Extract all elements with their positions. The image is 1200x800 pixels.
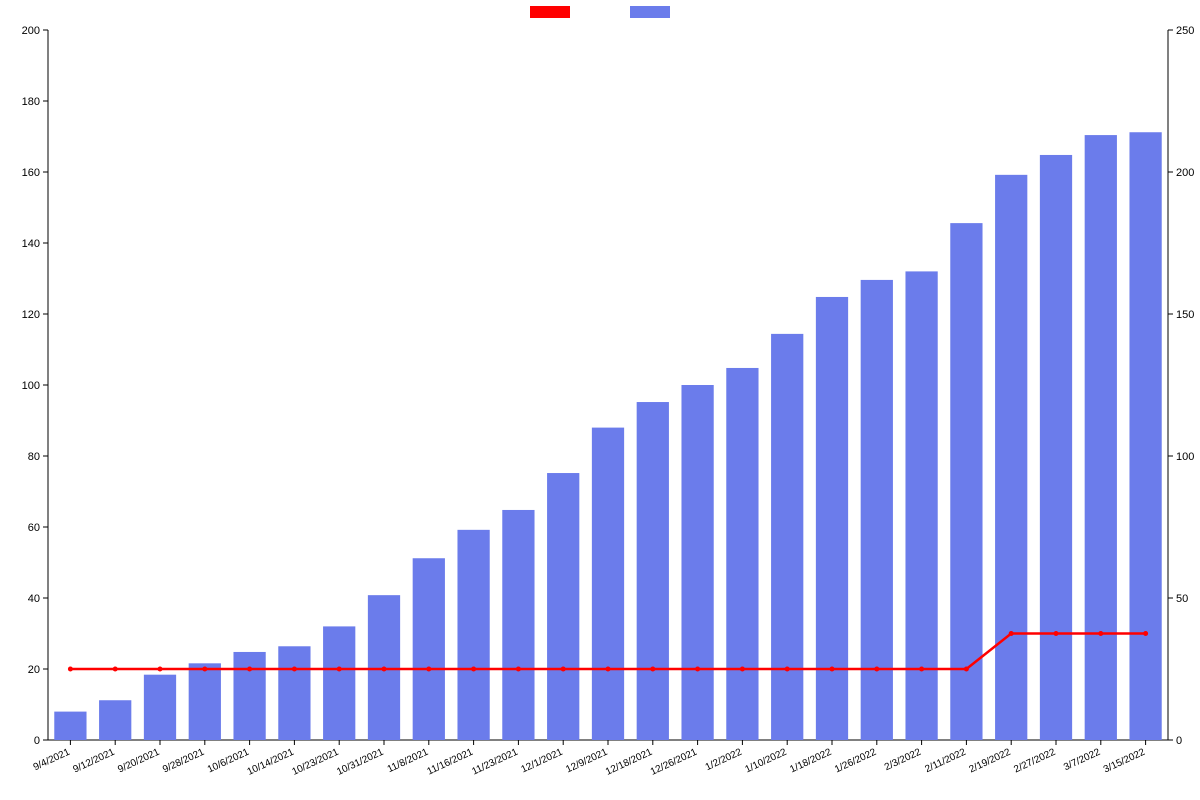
bar	[144, 675, 176, 740]
combo-chart: 0 20 40 60 80 100 120 140 160 180 200 0 50 100 150 200 2…	[0, 0, 1200, 800]
y-left-tick-label: 140	[22, 238, 40, 250]
chart-container: 0 20 40 60 80 100 120 140 160 180 200 0 50 100 150 200 2…	[0, 0, 1200, 800]
line-marker	[964, 667, 969, 672]
line-marker	[1009, 631, 1014, 636]
bar	[323, 626, 355, 740]
y-left-tick-label: 180	[22, 96, 40, 108]
line-marker	[337, 667, 342, 672]
y-left-tick-label: 100	[22, 380, 40, 392]
y-left-tick-label: 60	[28, 522, 40, 534]
bar	[592, 428, 624, 740]
line-marker	[113, 667, 118, 672]
line-marker	[471, 667, 476, 672]
line-marker	[158, 667, 163, 672]
bar	[1085, 135, 1117, 740]
bar	[681, 385, 713, 740]
line-marker	[919, 667, 924, 672]
bar	[771, 334, 803, 740]
bar	[547, 473, 579, 740]
y-left-tick-label: 40	[28, 593, 40, 605]
line-marker	[382, 667, 387, 672]
y-right-tick-label: 100	[1176, 451, 1194, 463]
bar	[278, 646, 310, 740]
line-marker	[1054, 631, 1059, 636]
bar	[457, 530, 489, 740]
y-right-tick-label: 150	[1176, 309, 1194, 321]
y-left-tick-label: 200	[22, 25, 40, 37]
line-marker	[606, 667, 611, 672]
line-marker	[785, 667, 790, 672]
line-marker	[68, 667, 73, 672]
line-marker	[650, 667, 655, 672]
y-left-tick-label: 120	[22, 309, 40, 321]
y-left-tick-label: 160	[22, 167, 40, 179]
line-marker	[561, 667, 566, 672]
line-marker	[1143, 631, 1148, 636]
line-marker	[292, 667, 297, 672]
bar	[502, 510, 534, 740]
bar	[233, 652, 265, 740]
y-left-tick-label: 80	[28, 451, 40, 463]
y-right-tick-label: 200	[1176, 167, 1194, 179]
bar	[99, 700, 131, 740]
line-marker	[695, 667, 700, 672]
line-marker	[247, 667, 252, 672]
line-marker	[1098, 631, 1103, 636]
line-marker	[516, 667, 521, 672]
bar	[189, 663, 221, 740]
bar	[995, 175, 1027, 740]
y-left-tick-label: 20	[28, 664, 40, 676]
y-left-tick-label: 0	[34, 735, 40, 747]
bar	[1129, 132, 1161, 740]
line-marker	[740, 667, 745, 672]
line-marker	[202, 667, 207, 672]
legend-swatch-bar	[630, 6, 670, 18]
bar	[1040, 155, 1072, 740]
line-marker	[426, 667, 431, 672]
bar	[54, 712, 86, 740]
bar	[637, 402, 669, 740]
bar	[726, 368, 758, 740]
y-right-tick-label: 0	[1176, 735, 1182, 747]
line-marker	[874, 667, 879, 672]
y-right-tick-label: 50	[1176, 593, 1188, 605]
line-marker	[830, 667, 835, 672]
bar	[816, 297, 848, 740]
bar	[413, 558, 445, 740]
bar	[950, 223, 982, 740]
y-right-tick-label: 250	[1176, 25, 1194, 37]
legend-swatch-line	[530, 6, 570, 18]
